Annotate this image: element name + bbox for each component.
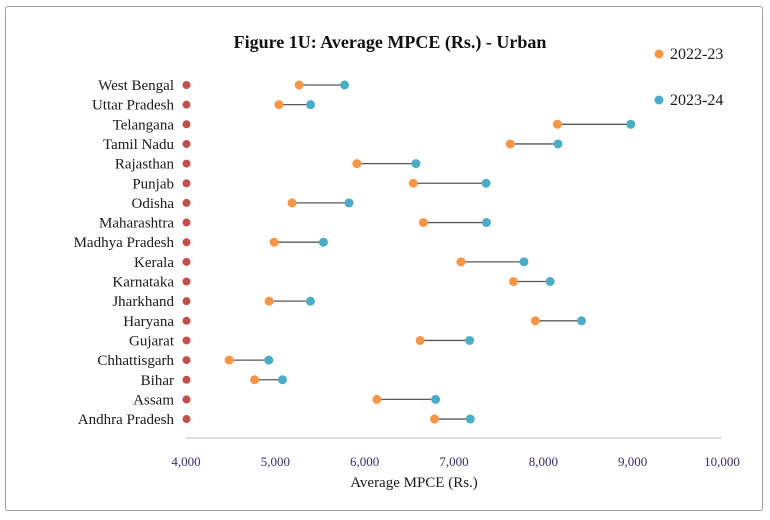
legend-marker-2023-24	[654, 95, 664, 105]
axis-marker-jharkhand	[182, 297, 191, 306]
left-axis-markers	[182, 81, 191, 424]
point-2022-23-tamil-nadu	[505, 139, 515, 149]
point-2023-24-uttar-pradesh	[306, 100, 316, 110]
point-2023-24-bihar	[277, 375, 287, 385]
point-2022-23-chhattisgarh	[224, 355, 234, 365]
point-2023-24-kerala	[519, 257, 529, 267]
point-2022-23-gujarat	[415, 335, 425, 345]
point-2022-23-madhya-pradesh	[269, 237, 279, 247]
axis-marker-west-bengal	[182, 81, 191, 89]
point-2022-23-kerala	[456, 257, 466, 267]
category-label-punjab: Punjab	[132, 176, 174, 192]
x-tick-label-8000: 8,000	[529, 454, 558, 469]
point-2023-24-odisha	[344, 198, 354, 208]
legend: 2022-23 2023-24	[654, 46, 723, 109]
point-2023-24-tamil-nadu	[553, 139, 563, 149]
point-2023-24-punjab	[481, 178, 491, 188]
category-label-bihar: Bihar	[141, 373, 174, 389]
axis-marker-chhattisgarh	[182, 356, 191, 365]
axis-marker-assam	[182, 395, 191, 404]
x-tick-label-4000: 4,000	[171, 454, 200, 469]
point-2022-23-rajasthan	[352, 159, 362, 169]
axis-marker-haryana	[182, 316, 191, 325]
legend-label-2023-24: 2023-24	[670, 92, 723, 109]
category-label-west-bengal: West Bengal	[98, 78, 174, 94]
point-2023-24-telangana	[626, 119, 636, 129]
point-2022-23-haryana	[530, 316, 540, 326]
point-2023-24-west-bengal	[340, 80, 350, 90]
axis-marker-karnataka	[182, 277, 191, 286]
point-2022-23-karnataka	[508, 277, 518, 286]
point-2023-24-rajasthan	[411, 159, 421, 169]
axis-marker-madhya-pradesh	[182, 238, 191, 247]
point-2022-23-punjab	[408, 178, 418, 188]
point-2022-23-andhra-pradesh	[430, 414, 440, 424]
legend-label-2022-23: 2022-23	[670, 46, 723, 63]
x-tick-labels: 4,000 5,000 6,000 7,000 8,000 9,000 10,000	[171, 454, 740, 469]
legend-marker-2022-23	[654, 49, 664, 59]
chart-frame	[5, 6, 763, 511]
point-2022-23-assam	[372, 394, 382, 404]
x-tick-label-9000: 9,000	[618, 454, 647, 469]
category-label-telangana: Telangana	[113, 117, 175, 133]
category-label-uttar-pradesh: Uttar Pradesh	[92, 98, 175, 114]
point-2022-23-maharashtra	[418, 218, 428, 228]
point-2022-23-uttar-pradesh	[274, 100, 284, 110]
x-tick-label-5000: 5,000	[261, 454, 290, 469]
axis-marker-uttar-pradesh	[182, 100, 191, 109]
point-2023-24-assam	[431, 394, 441, 404]
category-label-gujarat: Gujarat	[129, 333, 175, 349]
x-tick-label-7000: 7,000	[439, 454, 468, 469]
category-label-rajasthan: Rajasthan	[115, 157, 175, 173]
point-2023-24-maharashtra	[481, 218, 491, 228]
category-label-karnataka: Karnataka	[112, 275, 174, 291]
axis-marker-telangana	[182, 120, 191, 129]
x-tick-label-10000: 10,000	[704, 454, 740, 469]
axis-marker-bihar	[182, 375, 191, 384]
connector-lines	[229, 84, 631, 420]
axis-marker-maharashtra	[182, 218, 191, 227]
category-label-maharashtra: Maharashtra	[99, 216, 174, 232]
point-2023-24-madhya-pradesh	[318, 237, 328, 247]
point-2022-23-jharkhand	[264, 296, 274, 306]
x-tick-label-6000: 6,000	[350, 454, 379, 469]
axis-marker-tamil-nadu	[182, 139, 191, 148]
point-2023-24-haryana	[576, 316, 586, 326]
axis-marker-gujarat	[182, 336, 191, 345]
point-2022-23-odisha	[287, 198, 297, 208]
category-label-odisha: Odisha	[132, 196, 175, 212]
category-label-madhya-pradesh: Madhya Pradesh	[74, 235, 175, 251]
axis-marker-kerala	[182, 257, 191, 266]
point-2023-24-andhra-pradesh	[465, 414, 475, 424]
chart-title: Figure 1U: Average MPCE (Rs.) - Urban	[234, 32, 547, 53]
category-label-assam: Assam	[133, 392, 174, 408]
data-points	[224, 80, 636, 424]
category-label-jharkhand: Jharkhand	[112, 294, 174, 310]
category-labels: West Bengal Uttar Pradesh Telangana Tamil N…	[74, 78, 175, 428]
category-label-haryana: Haryana	[123, 314, 174, 330]
axis-marker-rajasthan	[182, 159, 191, 168]
point-2023-24-gujarat	[465, 335, 475, 345]
point-2023-24-chhattisgarh	[264, 355, 274, 365]
axis-marker-punjab	[182, 179, 191, 188]
x-axis-title: Average MPCE (Rs.)	[350, 475, 478, 491]
point-2023-24-karnataka	[545, 277, 555, 286]
category-label-tamil-nadu: Tamil Nadu	[103, 137, 175, 153]
point-2022-23-telangana	[552, 119, 562, 129]
point-2022-23-bihar	[250, 375, 260, 385]
axis-marker-andhra-pradesh	[182, 415, 191, 424]
axis-marker-odisha	[182, 198, 191, 207]
point-2023-24-jharkhand	[305, 296, 315, 306]
point-2022-23-west-bengal	[294, 80, 304, 90]
category-label-andhra-pradesh: Andhra Pradesh	[78, 412, 175, 428]
category-label-chhattisgarh: Chhattisgarh	[97, 353, 174, 369]
category-label-kerala: Kerala	[134, 255, 174, 271]
